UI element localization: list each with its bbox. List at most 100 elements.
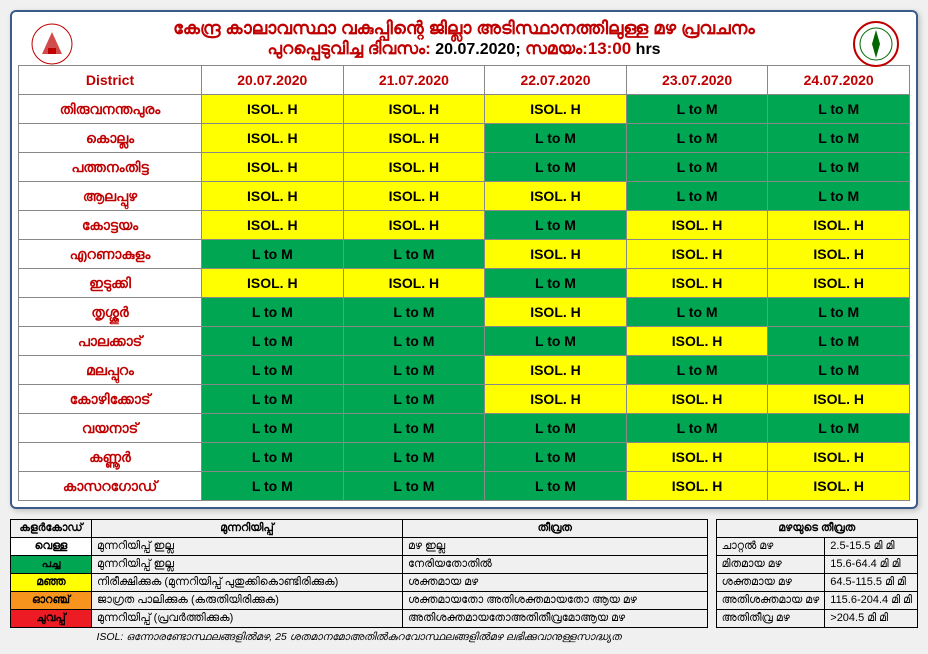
forecast-cell: L to M (485, 124, 627, 153)
rain-value: 2.5-15.5 മി മി (825, 538, 918, 556)
district-name: കോഴിക്കോട് (19, 385, 202, 414)
forecast-cell: L to M (626, 124, 768, 153)
warning-cell: നിരീക്ഷിക്കുക (മുന്നറിയിപ്പ് പുതുക്കികൊണ… (92, 574, 403, 592)
forecast-cell: L to M (202, 443, 344, 472)
forecast-cell: ISOL. H (202, 182, 344, 211)
forecast-cell: ISOL. H (626, 443, 768, 472)
forecast-cell: L to M (768, 182, 910, 211)
forecast-cell: ISOL. H (626, 472, 768, 501)
forecast-cell: ISOL. H (202, 153, 344, 182)
forecast-cell: L to M (485, 269, 627, 298)
district-name: മലപ്പുറം (19, 356, 202, 385)
intensity-cell: ശക്തമായതോ അതിശക്തമായതോ ആയ മഴ (403, 592, 708, 610)
forecast-cell: ISOL. H (768, 240, 910, 269)
footnote: ISOL: ഒന്നോരണ്ടോസ്ഥലങ്ങളിൽമഴ, 25 ശതമാനമോ… (10, 631, 708, 644)
legend-row: മഞ്ഞനിരീക്ഷിക്കുക (മുന്നറിയിപ്പ് പുതുക്ക… (11, 574, 708, 592)
rain-value: 115.6-204.4 മി മി (825, 592, 918, 610)
issue-date: 20.07.2020; (435, 41, 520, 58)
table-row: പത്തനംതിട്ടISOL. HISOL. HL to ML to ML t… (19, 153, 910, 182)
legend-row: ഓറഞ്ച്ജാഗ്രത പാലിക്കുക (കരുതിയിരിക്കുക)ശ… (11, 592, 708, 610)
forecast-table: District20.07.202021.07.202022.07.202023… (18, 65, 910, 501)
district-header: District (19, 66, 202, 95)
rain-label: മിതമായ മഴ (716, 556, 825, 574)
rain-row: മിതമായ മഴ15.6-64.4 മി മി (716, 556, 917, 574)
table-row: കോട്ടയംISOL. HISOL. HL to MISOL. HISOL. … (19, 211, 910, 240)
forecast-cell: L to M (768, 95, 910, 124)
district-name: തിരുവനന്തപുരം (19, 95, 202, 124)
district-name: വയനാട് (19, 414, 202, 443)
rain-value: 64.5-115.5 മി മി (825, 574, 918, 592)
date-header: 21.07.2020 (343, 66, 485, 95)
forecast-cell: L to M (485, 414, 627, 443)
subtitle-label: പുറപ്പെടുവിച്ച ദിവസം: (267, 39, 430, 58)
forecast-cell: ISOL. H (343, 124, 485, 153)
main-title: കേന്ദ്ര കാലാവസ്ഥാ വകുപ്പിന്റെ ജില്ലാ അടി… (18, 18, 910, 39)
rain-label: അതിതീവ്ര മഴ (716, 610, 825, 628)
legend-row: പച്ചമുന്നറിയിപ്പ് ഇല്ലനേരിയതോതിൽ (11, 556, 708, 574)
date-header: 20.07.2020 (202, 66, 344, 95)
forecast-cell: ISOL. H (343, 211, 485, 240)
forecast-cell: ISOL. H (768, 269, 910, 298)
table-row: കാസറഗോഡ്L to ML to ML to MISOL. HISOL. H (19, 472, 910, 501)
forecast-cell: L to M (343, 240, 485, 269)
forecast-cell: ISOL. H (485, 385, 627, 414)
forecast-cell: ISOL. H (485, 356, 627, 385)
rain-label: ശക്തമായ മഴ (716, 574, 825, 592)
district-name: കോട്ടയം (19, 211, 202, 240)
rain-row: ചാറ്റൽ മഴ2.5-15.5 മി മി (716, 538, 917, 556)
forecast-cell: L to M (768, 124, 910, 153)
kerala-emblem-icon (28, 20, 76, 68)
table-row: പാലക്കാട്L to ML to ML to MISOL. HL to M (19, 327, 910, 356)
table-row: കൊല്ലംISOL. HISOL. HL to ML to ML to M (19, 124, 910, 153)
legend-row: വെള്ളമുന്നറിയിപ്പ് ഇല്ലമഴ ഇല്ല (11, 538, 708, 556)
forecast-card: കേന്ദ്ര കാലാവസ്ഥാ വകുപ്പിന്റെ ജില്ലാ അടി… (10, 10, 918, 509)
hrs-label: hrs (636, 41, 661, 58)
color-code-cell: ഓറഞ്ച് (11, 592, 92, 610)
forecast-cell: L to M (626, 414, 768, 443)
forecast-cell: L to M (343, 327, 485, 356)
forecast-cell: L to M (626, 182, 768, 211)
color-code-cell: പച്ച (11, 556, 92, 574)
legend-row: ചുവപ്പ്മുന്നറിയിപ്പ് (പ്രവർത്തിക്കുക)അതി… (11, 610, 708, 628)
legend-section: കളർകോഡ്മുന്നറിയിപ്പ്തീവ്രതവെള്ളമുന്നറിയി… (10, 519, 918, 644)
forecast-cell: L to M (343, 472, 485, 501)
table-row: മലപ്പുറംL to ML to MISOL. HL to ML to M (19, 356, 910, 385)
forecast-cell: L to M (202, 414, 344, 443)
warning-cell: മുന്നറിയിപ്പ് ഇല്ല (92, 556, 403, 574)
district-name: പാലക്കാട് (19, 327, 202, 356)
forecast-cell: ISOL. H (343, 95, 485, 124)
intensity-cell: ശക്തമായ മഴ (403, 574, 708, 592)
table-row: കോഴിക്കോട്L to ML to MISOL. HISOL. HISOL… (19, 385, 910, 414)
table-row: തിരുവനന്തപുരംISOL. HISOL. HISOL. HL to M… (19, 95, 910, 124)
color-code-cell: മഞ്ഞ (11, 574, 92, 592)
forecast-cell: ISOL. H (626, 211, 768, 240)
forecast-cell: L to M (202, 385, 344, 414)
forecast-cell: L to M (343, 298, 485, 327)
forecast-cell: L to M (768, 298, 910, 327)
forecast-cell: ISOL. H (343, 182, 485, 211)
table-row: കണ്ണൂർL to ML to ML to MISOL. HISOL. H (19, 443, 910, 472)
forecast-cell: L to M (626, 298, 768, 327)
forecast-cell: L to M (202, 240, 344, 269)
intensity-cell: നേരിയതോതിൽ (403, 556, 708, 574)
rain-row: ശക്തമായ മഴ64.5-115.5 മി മി (716, 574, 917, 592)
forecast-cell: L to M (343, 356, 485, 385)
warning-cell: മുന്നറിയിപ്പ് (പ്രവർത്തിക്കുക) (92, 610, 403, 628)
forecast-cell: ISOL. H (202, 95, 344, 124)
forecast-cell: ISOL. H (626, 385, 768, 414)
forecast-cell: L to M (202, 472, 344, 501)
forecast-cell: ISOL. H (343, 269, 485, 298)
forecast-cell: L to M (626, 153, 768, 182)
district-name: പത്തനംതിട്ട (19, 153, 202, 182)
rain-value: 15.6-64.4 മി മി (825, 556, 918, 574)
subtitle-row: പുറപ്പെടുവിച്ച ദിവസം: 20.07.2020; സമയം:1… (18, 39, 910, 59)
warning-cell: ജാഗ്രത പാലിക്കുക (കരുതിയിരിക്കുക) (92, 592, 403, 610)
table-row: ഇടുക്കിISOL. HISOL. HL to MISOL. HISOL. … (19, 269, 910, 298)
forecast-cell: ISOL. H (768, 211, 910, 240)
date-header: 24.07.2020 (768, 66, 910, 95)
legend-header: മുന്നറിയിപ്പ് (92, 520, 403, 538)
table-row: തൃശ്ശൂർL to ML to MISOL. HL to ML to M (19, 298, 910, 327)
legend-table: കളർകോഡ്മുന്നറിയിപ്പ്തീവ്രതവെള്ളമുന്നറിയി… (10, 519, 708, 628)
imd-emblem-icon (852, 20, 900, 68)
time-label: സമയം:13:00 (525, 39, 631, 58)
